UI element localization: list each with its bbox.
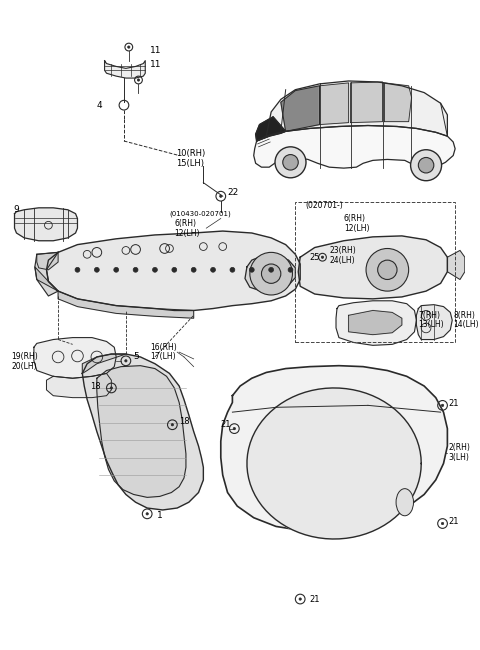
Circle shape [299, 598, 301, 600]
Circle shape [262, 264, 281, 283]
Polygon shape [34, 337, 116, 378]
Polygon shape [336, 301, 416, 345]
Text: 21: 21 [448, 517, 459, 526]
Circle shape [442, 523, 444, 525]
Text: 1: 1 [157, 512, 163, 520]
Circle shape [378, 260, 397, 280]
Polygon shape [14, 208, 77, 240]
Circle shape [442, 404, 444, 406]
Circle shape [110, 387, 112, 389]
Polygon shape [47, 231, 300, 311]
Text: 3(LH): 3(LH) [448, 453, 469, 462]
Circle shape [321, 256, 324, 259]
Circle shape [125, 359, 127, 362]
Text: 14(LH): 14(LH) [453, 320, 479, 330]
Circle shape [153, 267, 157, 272]
Text: 17(LH): 17(LH) [150, 352, 176, 361]
Text: 13(LH): 13(LH) [419, 320, 444, 330]
Circle shape [288, 267, 293, 272]
Circle shape [220, 195, 222, 198]
Text: 12(LH): 12(LH) [174, 229, 200, 237]
Text: 21: 21 [221, 421, 231, 429]
Polygon shape [58, 291, 193, 318]
Polygon shape [447, 250, 465, 280]
Polygon shape [298, 236, 447, 299]
Text: 6(RH): 6(RH) [344, 214, 366, 223]
Polygon shape [35, 252, 58, 296]
Polygon shape [35, 267, 58, 291]
Text: 11: 11 [150, 60, 162, 69]
Text: 23(RH): 23(RH) [329, 246, 356, 255]
Text: 20(LH): 20(LH) [12, 362, 37, 371]
Circle shape [137, 79, 140, 81]
Polygon shape [47, 373, 111, 398]
Polygon shape [281, 86, 320, 131]
Polygon shape [256, 117, 286, 141]
Text: (010430-020701): (010430-020701) [169, 211, 231, 217]
Text: 2(RH): 2(RH) [448, 443, 470, 452]
Text: 11: 11 [150, 46, 162, 55]
Text: 15(LH): 15(LH) [176, 159, 204, 168]
Text: 10(RH): 10(RH) [176, 149, 205, 158]
Circle shape [133, 267, 138, 272]
Text: 19(RH): 19(RH) [12, 352, 38, 361]
Polygon shape [384, 83, 411, 122]
Circle shape [230, 267, 235, 272]
Circle shape [275, 147, 306, 178]
Polygon shape [254, 125, 455, 170]
Circle shape [250, 252, 292, 295]
Circle shape [146, 513, 148, 515]
Circle shape [269, 267, 274, 272]
Text: 9: 9 [13, 205, 19, 214]
Circle shape [114, 267, 119, 272]
Polygon shape [416, 305, 452, 339]
Ellipse shape [396, 489, 413, 515]
Polygon shape [348, 311, 402, 335]
Text: 21: 21 [448, 399, 459, 408]
Text: 22: 22 [228, 188, 239, 197]
Circle shape [171, 424, 174, 426]
Text: 4: 4 [97, 101, 102, 110]
Polygon shape [350, 82, 383, 123]
Circle shape [75, 267, 80, 272]
Polygon shape [247, 388, 421, 539]
Polygon shape [37, 252, 58, 270]
Bar [295, 202, 455, 343]
Circle shape [283, 155, 298, 170]
Circle shape [191, 267, 196, 272]
Polygon shape [221, 366, 447, 531]
Circle shape [410, 150, 442, 181]
Circle shape [211, 267, 216, 272]
Circle shape [233, 428, 236, 430]
Polygon shape [97, 366, 186, 497]
Polygon shape [82, 354, 126, 373]
Text: 7(RH): 7(RH) [419, 311, 440, 320]
Text: 16(RH): 16(RH) [150, 343, 177, 352]
Text: 18: 18 [90, 382, 101, 391]
Text: 24(LH): 24(LH) [329, 255, 355, 265]
Circle shape [419, 157, 434, 173]
Text: 6(RH): 6(RH) [174, 219, 196, 227]
Text: (020701-): (020701-) [305, 202, 343, 211]
Text: 25: 25 [310, 253, 320, 262]
Circle shape [128, 46, 130, 48]
Text: 21: 21 [310, 595, 320, 604]
Polygon shape [320, 83, 348, 125]
Circle shape [172, 267, 177, 272]
Polygon shape [82, 354, 204, 510]
Polygon shape [266, 81, 447, 136]
Circle shape [366, 248, 408, 291]
Polygon shape [105, 60, 145, 78]
Circle shape [249, 267, 254, 272]
Text: 12(LH): 12(LH) [344, 224, 369, 233]
Text: 18: 18 [179, 417, 190, 426]
Text: 5: 5 [133, 352, 139, 361]
Circle shape [95, 267, 99, 272]
Polygon shape [245, 255, 295, 291]
Text: 8(RH): 8(RH) [453, 311, 475, 320]
